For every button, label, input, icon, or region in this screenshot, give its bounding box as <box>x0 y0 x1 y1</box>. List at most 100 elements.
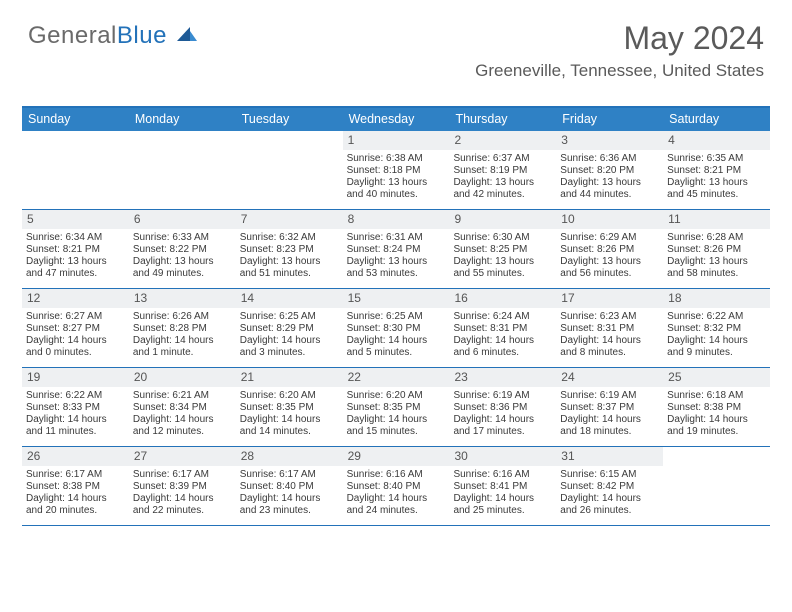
day-cell: 2Sunrise: 6:37 AMSunset: 8:19 PMDaylight… <box>449 131 556 209</box>
daylight-text-2: and 22 minutes. <box>133 505 232 517</box>
day-body: Sunrise: 6:21 AMSunset: 8:34 PMDaylight:… <box>129 389 236 442</box>
sunset-text: Sunset: 8:31 PM <box>560 323 659 335</box>
daylight-text-2: and 5 minutes. <box>347 347 446 359</box>
day-header: Wednesday <box>343 108 450 131</box>
day-body: Sunrise: 6:19 AMSunset: 8:37 PMDaylight:… <box>556 389 663 442</box>
day-number: 23 <box>449 368 556 387</box>
daylight-text-2: and 15 minutes. <box>347 426 446 438</box>
sunset-text: Sunset: 8:37 PM <box>560 402 659 414</box>
daylight-text-1: Daylight: 13 hours <box>133 256 232 268</box>
daylight-text-1: Daylight: 13 hours <box>347 177 446 189</box>
day-body: Sunrise: 6:18 AMSunset: 8:38 PMDaylight:… <box>663 389 770 442</box>
day-number: 4 <box>663 131 770 150</box>
day-body: Sunrise: 6:26 AMSunset: 8:28 PMDaylight:… <box>129 310 236 363</box>
sunset-text: Sunset: 8:32 PM <box>667 323 766 335</box>
sunset-text: Sunset: 8:31 PM <box>453 323 552 335</box>
day-number: 14 <box>236 289 343 308</box>
daylight-text-2: and 58 minutes. <box>667 268 766 280</box>
day-number: 29 <box>343 447 450 466</box>
sunset-text: Sunset: 8:27 PM <box>26 323 125 335</box>
daylight-text-1: Daylight: 14 hours <box>240 493 339 505</box>
sunrise-text: Sunrise: 6:20 AM <box>240 390 339 402</box>
day-number: 31 <box>556 447 663 466</box>
day-cell: 9Sunrise: 6:30 AMSunset: 8:25 PMDaylight… <box>449 210 556 288</box>
daylight-text-2: and 9 minutes. <box>667 347 766 359</box>
day-body: Sunrise: 6:17 AMSunset: 8:40 PMDaylight:… <box>236 468 343 521</box>
day-cell: 17Sunrise: 6:23 AMSunset: 8:31 PMDayligh… <box>556 289 663 367</box>
week-row: 19Sunrise: 6:22 AMSunset: 8:33 PMDayligh… <box>22 368 770 447</box>
daylight-text-2: and 24 minutes. <box>347 505 446 517</box>
week-row: 5Sunrise: 6:34 AMSunset: 8:21 PMDaylight… <box>22 210 770 289</box>
day-number <box>129 131 236 150</box>
daylight-text-2: and 11 minutes. <box>26 426 125 438</box>
day-body: Sunrise: 6:16 AMSunset: 8:41 PMDaylight:… <box>449 468 556 521</box>
day-cell: 30Sunrise: 6:16 AMSunset: 8:41 PMDayligh… <box>449 447 556 525</box>
day-body: Sunrise: 6:22 AMSunset: 8:33 PMDaylight:… <box>22 389 129 442</box>
day-body: Sunrise: 6:17 AMSunset: 8:39 PMDaylight:… <box>129 468 236 521</box>
sunset-text: Sunset: 8:39 PM <box>133 481 232 493</box>
sunset-text: Sunset: 8:35 PM <box>240 402 339 414</box>
day-cell: 24Sunrise: 6:19 AMSunset: 8:37 PMDayligh… <box>556 368 663 446</box>
sunrise-text: Sunrise: 6:34 AM <box>26 232 125 244</box>
day-number: 25 <box>663 368 770 387</box>
daylight-text-1: Daylight: 14 hours <box>453 335 552 347</box>
sunset-text: Sunset: 8:36 PM <box>453 402 552 414</box>
day-number: 20 <box>129 368 236 387</box>
day-body: Sunrise: 6:29 AMSunset: 8:26 PMDaylight:… <box>556 231 663 284</box>
day-body: Sunrise: 6:25 AMSunset: 8:29 PMDaylight:… <box>236 310 343 363</box>
day-cell: 10Sunrise: 6:29 AMSunset: 8:26 PMDayligh… <box>556 210 663 288</box>
sunrise-text: Sunrise: 6:16 AM <box>347 469 446 481</box>
day-cell: 3Sunrise: 6:36 AMSunset: 8:20 PMDaylight… <box>556 131 663 209</box>
daylight-text-1: Daylight: 13 hours <box>667 177 766 189</box>
day-body: Sunrise: 6:38 AMSunset: 8:18 PMDaylight:… <box>343 152 450 205</box>
day-cell <box>22 131 129 209</box>
sunset-text: Sunset: 8:23 PM <box>240 244 339 256</box>
sunrise-text: Sunrise: 6:25 AM <box>240 311 339 323</box>
sunrise-text: Sunrise: 6:31 AM <box>347 232 446 244</box>
day-number: 17 <box>556 289 663 308</box>
daylight-text-1: Daylight: 13 hours <box>26 256 125 268</box>
daylight-text-2: and 20 minutes. <box>26 505 125 517</box>
day-number: 5 <box>22 210 129 229</box>
week-row: 1Sunrise: 6:38 AMSunset: 8:18 PMDaylight… <box>22 131 770 210</box>
day-body: Sunrise: 6:20 AMSunset: 8:35 PMDaylight:… <box>236 389 343 442</box>
sunset-text: Sunset: 8:24 PM <box>347 244 446 256</box>
day-body: Sunrise: 6:20 AMSunset: 8:35 PMDaylight:… <box>343 389 450 442</box>
day-cell: 7Sunrise: 6:32 AMSunset: 8:23 PMDaylight… <box>236 210 343 288</box>
sunset-text: Sunset: 8:26 PM <box>667 244 766 256</box>
daylight-text-2: and 3 minutes. <box>240 347 339 359</box>
sunset-text: Sunset: 8:41 PM <box>453 481 552 493</box>
sunrise-text: Sunrise: 6:20 AM <box>347 390 446 402</box>
sunrise-text: Sunrise: 6:26 AM <box>133 311 232 323</box>
day-cell: 13Sunrise: 6:26 AMSunset: 8:28 PMDayligh… <box>129 289 236 367</box>
day-body: Sunrise: 6:31 AMSunset: 8:24 PMDaylight:… <box>343 231 450 284</box>
day-number: 18 <box>663 289 770 308</box>
day-header: Thursday <box>449 108 556 131</box>
daylight-text-1: Daylight: 14 hours <box>240 414 339 426</box>
week-row: 26Sunrise: 6:17 AMSunset: 8:38 PMDayligh… <box>22 447 770 526</box>
day-body: Sunrise: 6:22 AMSunset: 8:32 PMDaylight:… <box>663 310 770 363</box>
day-number: 6 <box>129 210 236 229</box>
day-cell: 18 Sunrise: 6:22 AMSunset: 8:32 PMDayligh… <box>663 289 770 367</box>
daylight-text-2: and 44 minutes. <box>560 189 659 201</box>
day-number <box>236 131 343 150</box>
logo-text-1: General <box>28 22 117 49</box>
sunrise-text: Sunrise: 6:29 AM <box>560 232 659 244</box>
sunset-text: Sunset: 8:26 PM <box>560 244 659 256</box>
day-cell: 5Sunrise: 6:34 AMSunset: 8:21 PMDaylight… <box>22 210 129 288</box>
sunset-text: Sunset: 8:40 PM <box>347 481 446 493</box>
daylight-text-2: and 47 minutes. <box>26 268 125 280</box>
daylight-text-2: and 26 minutes. <box>560 505 659 517</box>
daylight-text-2: and 53 minutes. <box>347 268 446 280</box>
sunset-text: Sunset: 8:33 PM <box>26 402 125 414</box>
daylight-text-2: and 45 minutes. <box>667 189 766 201</box>
daylight-text-1: Daylight: 14 hours <box>667 335 766 347</box>
logo-sail-icon <box>176 23 198 51</box>
day-header: Sunday <box>22 108 129 131</box>
day-number: 7 <box>236 210 343 229</box>
daylight-text-2: and 18 minutes. <box>560 426 659 438</box>
month-title: May 2024 <box>475 20 764 57</box>
sunset-text: Sunset: 8:29 PM <box>240 323 339 335</box>
daylight-text-2: and 56 minutes. <box>560 268 659 280</box>
day-cell: 16Sunrise: 6:24 AMSunset: 8:31 PMDayligh… <box>449 289 556 367</box>
